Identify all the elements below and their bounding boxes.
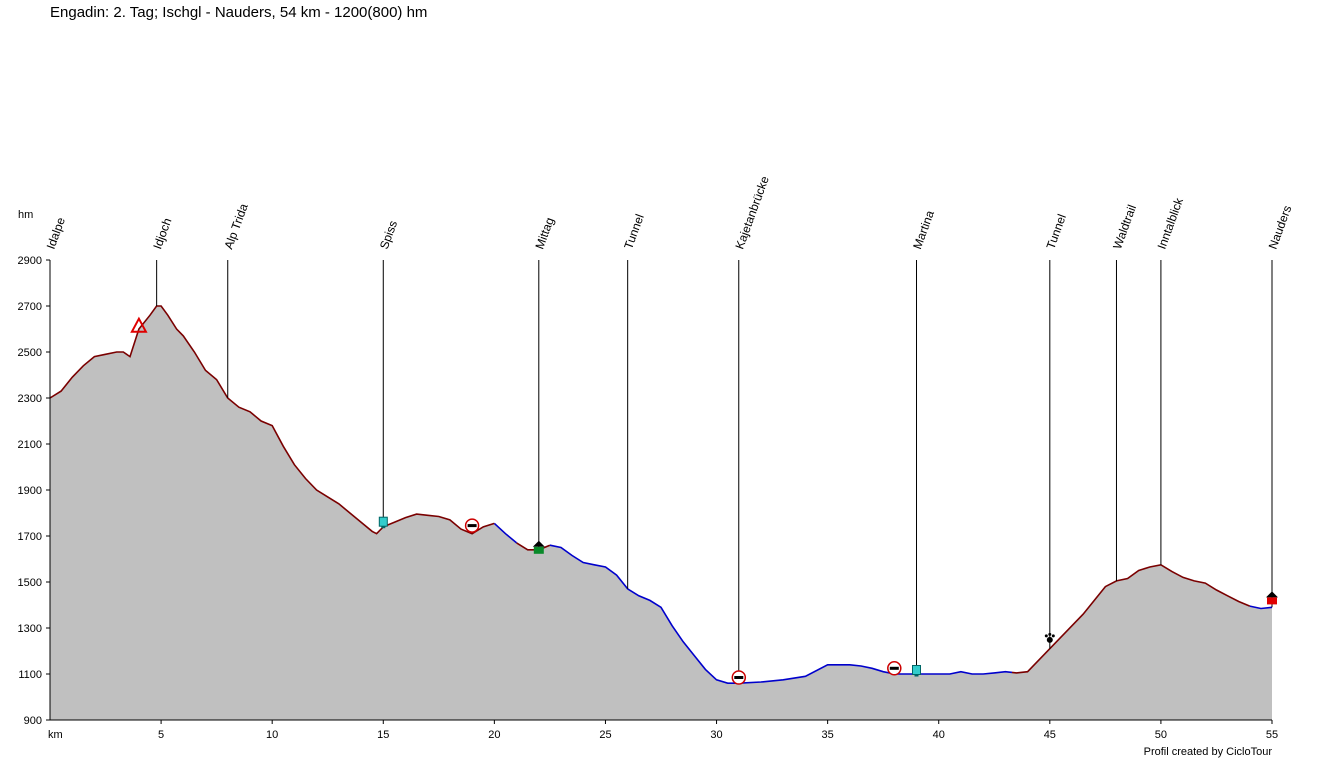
- y-tick-label: 2900: [18, 255, 42, 267]
- paw-toe: [1044, 634, 1048, 638]
- waypoint-label: Spiss: [377, 219, 400, 251]
- x-tick-label: 50: [1155, 729, 1167, 741]
- profile-line-segment: [49, 305, 495, 535]
- elevation-area: [50, 306, 1272, 720]
- summit-triangle-icon: [130, 316, 148, 333]
- house-body: [533, 546, 544, 554]
- credit-text: Profil created by CicloTour: [1143, 746, 1272, 758]
- road-closed-icon: [464, 518, 480, 533]
- x-tick-label: 10: [266, 729, 278, 741]
- cup-body: [912, 665, 921, 675]
- waypoint-label: Waldtrail: [1110, 203, 1139, 251]
- drink-cup-icon: [378, 516, 388, 529]
- waypoint-label: Idjoch: [150, 216, 174, 251]
- y-tick-label: 1500: [18, 577, 42, 589]
- x-tick-label: 55: [1266, 729, 1278, 741]
- cup-base: [381, 526, 386, 529]
- house-roof: [1266, 591, 1278, 598]
- waypoint-label: Nauders: [1266, 204, 1295, 251]
- drink-cup-icon: [912, 665, 921, 677]
- x-tick-label: 20: [488, 729, 500, 741]
- waypoint-label: Alp Trida: [221, 201, 250, 251]
- profile-line-segment: [493, 522, 518, 544]
- chart-title: Engadin: 2. Tag; Ischgl - Nauders, 54 km…: [50, 4, 428, 21]
- waypoint-label: Tunnel: [1043, 212, 1069, 251]
- waypoint-label: Martina: [910, 208, 937, 251]
- y-tick-label: 2300: [18, 393, 42, 405]
- y-tick-label: 1300: [18, 623, 42, 635]
- profile-line-segment: [1249, 605, 1273, 610]
- x-tick-label: 5: [158, 729, 164, 741]
- x-tick-label: 30: [710, 729, 722, 741]
- paw-toe: [1051, 634, 1055, 638]
- paw-icon: [1044, 632, 1055, 643]
- y-tick-label: 2100: [18, 439, 42, 451]
- x-axis-label: km: [48, 729, 63, 741]
- x-tick-label: 25: [599, 729, 611, 741]
- profile-line-segment: [516, 542, 551, 551]
- paw-pad: [1046, 636, 1053, 643]
- profile-line-segment: [549, 544, 1013, 684]
- y-tick-label: 1900: [18, 485, 42, 497]
- x-tick-label: 15: [377, 729, 389, 741]
- x-tick-label: 45: [1044, 729, 1056, 741]
- waypoint-label: Inntalblick: [1155, 195, 1187, 251]
- road-closed-icon: [887, 661, 902, 676]
- y-axis-label: hm: [18, 209, 33, 221]
- y-tick-label: 900: [24, 715, 42, 727]
- house-green-icon: [532, 540, 545, 554]
- profile-line-segment: [1011, 563, 1251, 674]
- house-red-icon: [1266, 591, 1278, 605]
- summit-triangle-shape: [130, 316, 148, 333]
- waypoint-label: Mittag: [532, 216, 556, 252]
- sign-bar: [889, 666, 899, 670]
- cup-body: [378, 516, 388, 527]
- y-tick-label: 1700: [18, 531, 42, 543]
- house-roof: [532, 540, 545, 547]
- sign-bar: [467, 524, 477, 528]
- paw-toe: [1048, 632, 1052, 636]
- cup-base: [914, 674, 919, 677]
- waypoint-label: Tunnel: [621, 212, 647, 251]
- y-tick-label: 2700: [18, 301, 42, 313]
- x-tick-label: 40: [933, 729, 945, 741]
- waypoint-label: Kajetanbrücke: [732, 174, 772, 251]
- waypoint-label: Idalpe: [44, 215, 68, 251]
- road-closed-icon: [731, 670, 747, 685]
- house-body: [1267, 597, 1277, 605]
- sign-bar: [734, 676, 744, 679]
- x-tick-label: 35: [822, 729, 834, 741]
- y-tick-label: 1100: [18, 669, 42, 681]
- y-tick-label: 2500: [18, 347, 42, 359]
